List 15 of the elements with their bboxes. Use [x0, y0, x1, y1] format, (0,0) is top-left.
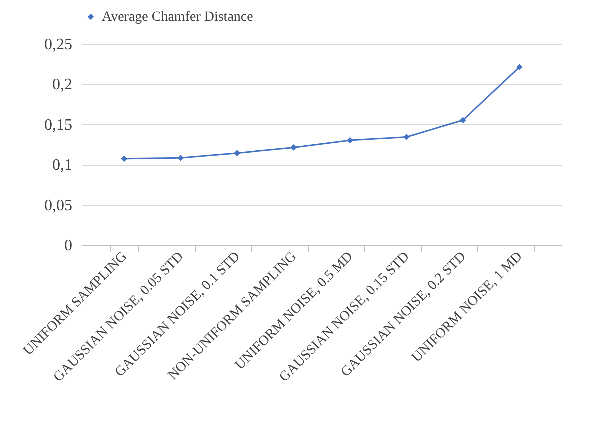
- y-tick-label: 0,05: [44, 197, 72, 214]
- point: [121, 156, 128, 162]
- y-tick-label: 0,15: [44, 116, 72, 134]
- point: [347, 137, 354, 144]
- point: [516, 64, 523, 70]
- y-tick-label: 0: [64, 238, 72, 254]
- point: [404, 134, 410, 140]
- y-tick-label: 0,25: [44, 36, 72, 54]
- legend-label: Average Chamfer Distance: [102, 10, 254, 25]
- point: [460, 117, 466, 124]
- y-tick-label: 0,1: [52, 157, 72, 174]
- point: [234, 150, 240, 157]
- y-tick-label: 0,2: [52, 76, 72, 94]
- point: [290, 144, 297, 151]
- point: [178, 155, 184, 162]
